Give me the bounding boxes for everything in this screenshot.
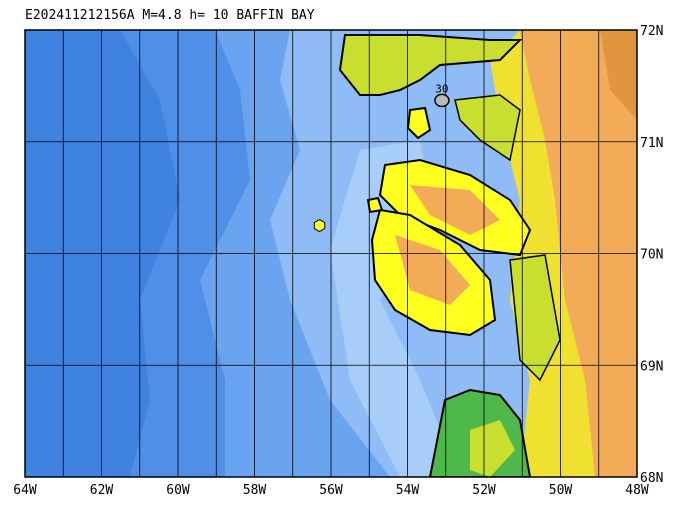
lat-tick-label: 70N	[640, 248, 663, 263]
lon-tick-label: 62W	[90, 483, 114, 498]
shallow-water	[330, 140, 460, 477]
south-land-high	[470, 420, 515, 477]
lon-tick-label: 60W	[166, 483, 190, 498]
station-label: 30	[435, 82, 448, 95]
map-frame	[24, 29, 638, 478]
station-marker	[434, 93, 450, 108]
epicenter	[313, 218, 326, 233]
land-high	[600, 30, 637, 120]
graticule	[24, 29, 638, 478]
lon-tick-label: 48W	[625, 483, 649, 498]
lon-tick-label: 64W	[13, 483, 37, 498]
peninsula-high	[410, 185, 500, 235]
lon-tick-label: 50W	[549, 483, 573, 498]
map-title: E202411212156A M=4.8 h= 10 BAFFIN BAY	[25, 8, 315, 23]
lon-tick-label: 56W	[319, 483, 343, 498]
lon-tick-label: 52W	[472, 483, 496, 498]
lon-tick-label: 54W	[396, 483, 420, 498]
island-high	[395, 235, 470, 305]
lon-tick-label: 58W	[243, 483, 267, 498]
peninsula-north	[338, 34, 523, 96]
lat-tick-label: 68N	[640, 471, 663, 486]
lat-tick-label: 71N	[640, 136, 663, 151]
lat-tick-label: 72N	[640, 24, 663, 39]
lat-tick-label: 69N	[640, 359, 663, 374]
fjord-land	[454, 94, 521, 162]
islet	[406, 106, 432, 140]
